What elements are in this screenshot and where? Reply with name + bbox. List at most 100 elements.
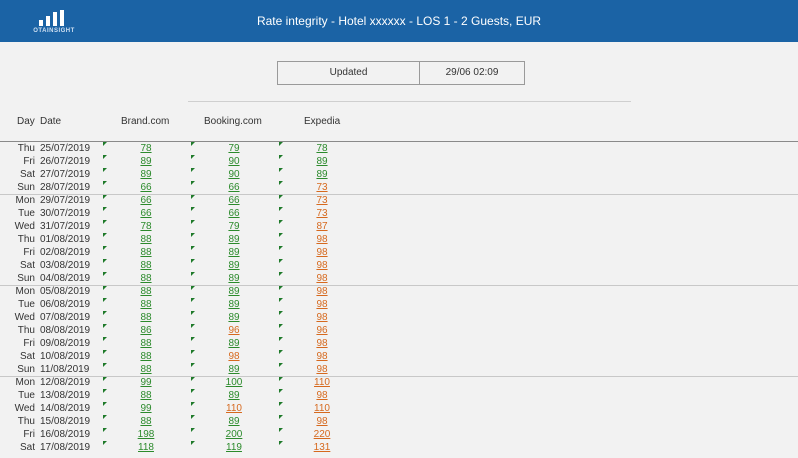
booking-rate-link[interactable]: 100 [225,377,243,388]
expedia-rate-link[interactable]: 98 [316,247,328,258]
expedia-rate-link[interactable]: 98 [316,273,328,284]
table-row: Wed 14/08/2019 99 110 110 [0,402,798,415]
column-header-expedia[interactable]: Expedia [304,116,341,127]
brand-rate-link[interactable]: 88 [140,273,152,284]
booking-rate-link[interactable]: 89 [228,338,240,349]
brand-rate-link[interactable]: 78 [140,221,152,232]
brand-rate-link[interactable]: 118 [138,442,154,453]
table-row: Thu 25/07/2019 78 79 78 [0,142,798,155]
brand-rate-link[interactable]: 88 [140,299,152,310]
expedia-rate-link[interactable]: 110 [314,377,330,388]
booking-rate-link[interactable]: 119 [226,442,242,453]
brand-rate-link[interactable]: 88 [140,416,152,427]
table-row: Tue 13/08/2019 88 89 98 [0,389,798,402]
expedia-rate-link[interactable]: 98 [316,416,328,427]
booking-rate-link[interactable]: 89 [228,299,240,310]
booking-rate-link[interactable]: 89 [228,260,240,271]
booking-rate-link[interactable]: 79 [228,143,240,154]
expedia-rate-link[interactable]: 98 [316,234,328,245]
brand-rate-link[interactable]: 99 [140,403,152,414]
expedia-rate-link[interactable]: 78 [316,143,328,154]
booking-rate-link[interactable]: 89 [228,390,240,401]
booking-rate-link[interactable]: 89 [228,286,240,297]
brand-rate-link[interactable]: 88 [140,286,152,297]
brand-rate-link[interactable]: 88 [140,364,152,375]
table-row: Fri 02/08/2019 88 89 98 [0,246,798,259]
row-day: Fri [23,156,35,167]
brand-rate-link[interactable]: 89 [140,156,152,167]
column-header-brand[interactable]: Brand.com [121,116,170,127]
booking-rate-link[interactable]: 96 [228,325,240,336]
brand-rate-link[interactable]: 66 [140,195,152,206]
corner-flag-icon [103,415,107,419]
brand-rate-link[interactable]: 88 [140,234,152,245]
booking-rate-link[interactable]: 66 [228,182,240,193]
expedia-rate-link[interactable]: 110 [314,403,330,414]
brand-rate-link[interactable]: 86 [140,325,152,336]
booking-rate-link[interactable]: 110 [226,403,242,414]
brand-rate-link[interactable]: 88 [140,338,152,349]
booking-rate-link[interactable]: 66 [228,195,240,206]
table-row: Sat 03/08/2019 88 89 98 [0,259,798,272]
brand-rate-link[interactable]: 66 [140,182,152,193]
corner-flag-icon [279,402,283,406]
table-row: Sun 28/07/2019 66 66 73 [0,181,798,194]
brand-rate-link[interactable]: 198 [137,429,155,440]
expedia-rate-link[interactable]: 131 [313,442,331,453]
corner-flag-icon [103,402,107,406]
booking-rate-link[interactable]: 98 [228,351,240,362]
corner-flag-icon [279,272,283,276]
booking-rate-link[interactable]: 89 [228,234,240,245]
column-header-date: Date [40,116,62,127]
corner-flag-icon [191,377,195,381]
brand-rate-link[interactable]: 66 [140,208,152,219]
booking-rate-link[interactable]: 66 [228,208,240,219]
table-row: Fri 16/08/2019 198 200 220 [0,428,798,441]
brand-rate-link[interactable]: 89 [140,169,152,180]
booking-rate-link[interactable]: 89 [228,416,240,427]
row-day: Fri [23,338,35,349]
booking-rate-link[interactable]: 90 [228,156,240,167]
corner-flag-icon [103,363,107,367]
brand-rate-link[interactable]: 88 [140,390,152,401]
rate-table: Thu 25/07/2019 78 79 78 Fri 26/07/2019 89 90 89 Sa… [0,142,798,454]
expedia-rate-link[interactable]: 98 [316,351,328,362]
expedia-rate-link[interactable]: 73 [316,208,328,219]
expedia-rate-link[interactable]: 98 [316,364,328,375]
table-row: Fri 26/07/2019 89 90 89 [0,155,798,168]
expedia-rate-link[interactable]: 98 [316,390,328,401]
booking-rate-link[interactable]: 89 [228,312,240,323]
corner-flag-icon [103,428,107,432]
table-row: Thu 01/08/2019 88 89 98 [0,233,798,246]
corner-flag-icon [191,195,195,199]
expedia-rate-link[interactable]: 98 [316,338,328,349]
expedia-rate-link[interactable]: 73 [316,195,328,206]
booking-rate-link[interactable]: 90 [228,169,240,180]
brand-rate-link[interactable]: 78 [140,143,152,154]
booking-rate-link[interactable]: 89 [228,273,240,284]
brand-rate-link[interactable]: 88 [140,312,152,323]
brand-rate-link[interactable]: 88 [140,260,152,271]
booking-rate-link[interactable]: 200 [225,429,243,440]
expedia-rate-link[interactable]: 98 [316,312,328,323]
expedia-rate-link[interactable]: 220 [313,429,331,440]
expedia-rate-link[interactable]: 98 [316,299,328,310]
expedia-rate-link[interactable]: 96 [316,325,328,336]
booking-rate-link[interactable]: 89 [228,247,240,258]
expedia-rate-link[interactable]: 98 [316,286,328,297]
corner-flag-icon [279,298,283,302]
header-divider [0,141,798,142]
expedia-rate-link[interactable]: 98 [316,260,328,271]
expedia-rate-link[interactable]: 89 [316,169,328,180]
expedia-rate-link[interactable]: 87 [316,221,328,232]
column-header-booking[interactable]: Booking.com [204,116,262,127]
expedia-rate-link[interactable]: 73 [316,182,328,193]
brand-rate-link[interactable]: 88 [140,247,152,258]
row-day: Fri [23,247,35,258]
booking-rate-link[interactable]: 89 [228,364,240,375]
brand-rate-link[interactable]: 99 [140,377,152,388]
expedia-rate-link[interactable]: 89 [316,156,328,167]
corner-flag-icon [279,415,283,419]
brand-rate-link[interactable]: 88 [140,351,152,362]
booking-rate-link[interactable]: 79 [228,221,240,232]
